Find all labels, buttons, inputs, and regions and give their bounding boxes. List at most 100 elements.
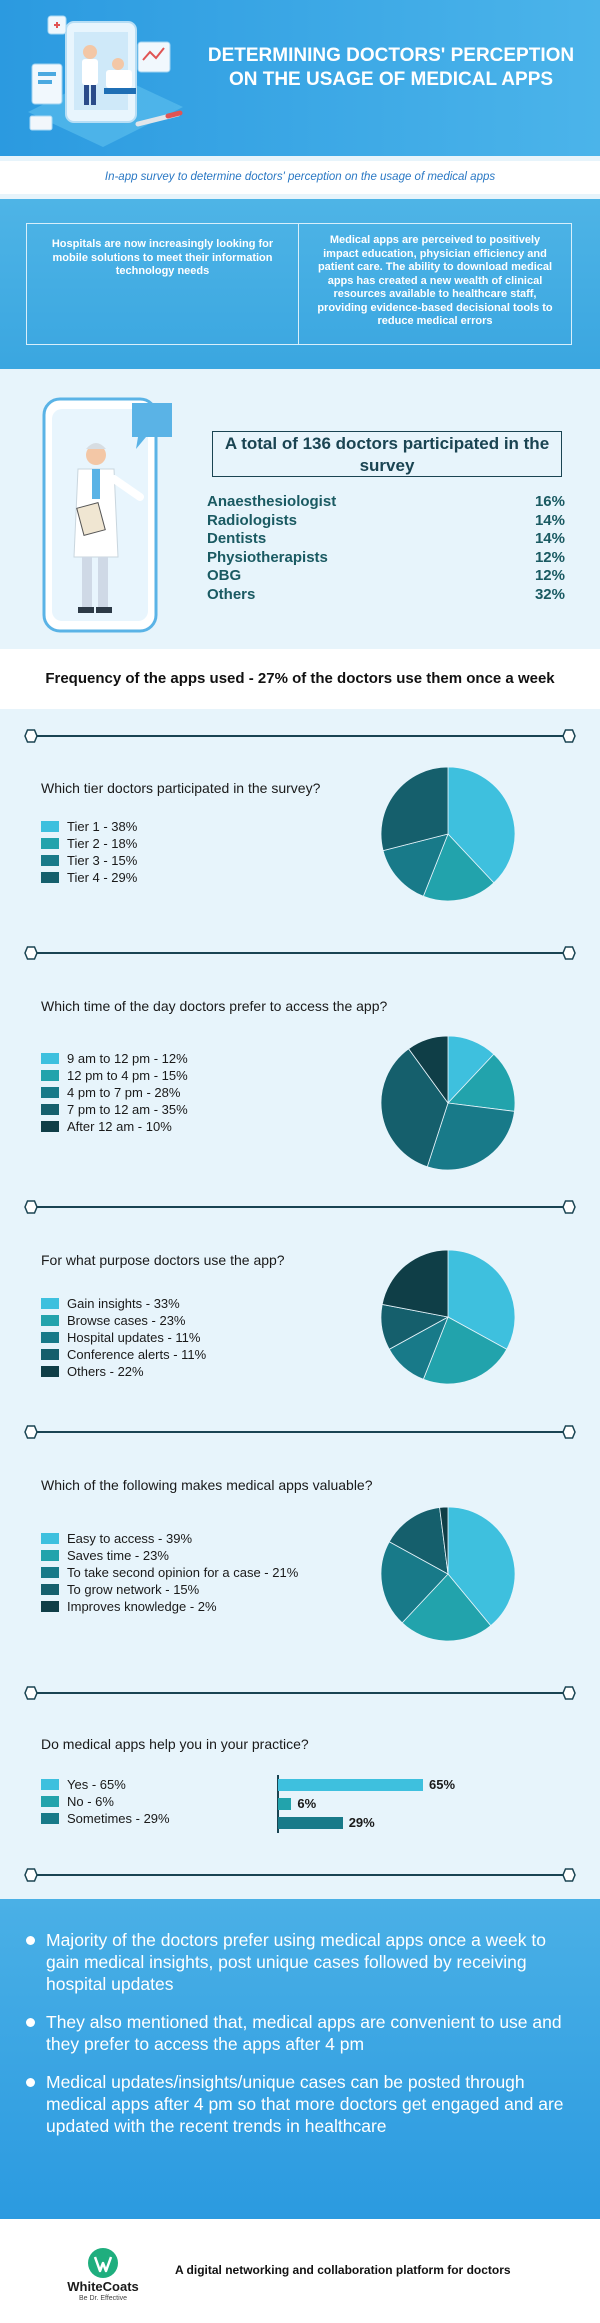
- legend-entry: Tier 4 - 29%: [41, 869, 137, 886]
- legend-entry: Saves time - 23%: [41, 1547, 298, 1564]
- divider-hexagon-icon: [24, 729, 38, 743]
- legend-label: 4 pm to 7 pm - 28%: [67, 1085, 181, 1100]
- legend-label: Conference alerts - 11%: [67, 1347, 207, 1362]
- frequency-text: Frequency of the apps used - 27% of the …: [45, 670, 555, 687]
- chart-question-title: Do medical apps help you in your practic…: [41, 1736, 309, 1752]
- divider-hexagon-icon: [24, 946, 38, 960]
- frequency-banner: Frequency of the apps used - 27% of the …: [0, 649, 600, 709]
- chart-legend: Easy to access - 39% Saves time - 23% To t…: [41, 1530, 298, 1615]
- divider-line: [36, 735, 564, 737]
- legend-swatch: [41, 1813, 59, 1824]
- specialty-value: 16%: [534, 493, 565, 510]
- legend-swatch: [41, 1332, 59, 1343]
- section-divider: [24, 1200, 576, 1214]
- bar-row: 6%: [278, 1797, 316, 1810]
- legend-label: Hospital updates - 11%: [67, 1330, 201, 1345]
- header: DETERMINING DOCTORS' PERCEPTION ON THE U…: [0, 0, 600, 156]
- legend-swatch: [41, 1567, 59, 1578]
- legend-label: Saves time - 23%: [67, 1548, 169, 1563]
- specialty-value: 32%: [534, 585, 565, 603]
- specialty-name: OBG: [207, 567, 242, 584]
- conclusion-item: Majority of the doctors prefer using med…: [26, 1929, 566, 1995]
- divider-hexagon-icon: [562, 1425, 576, 1439]
- legend-entry: Hospital updates - 11%: [41, 1329, 206, 1346]
- pie-slice: [447, 766, 516, 884]
- legend-swatch: [41, 1584, 59, 1595]
- total-participants-box: A total of 136 doctors participated in t…: [212, 431, 562, 477]
- chart-question-title: Which time of the day doctors prefer to …: [41, 998, 388, 1014]
- specialty-row: Anaesthesiologist 16%: [207, 493, 565, 512]
- legend-entry: After 12 am - 10%: [41, 1118, 188, 1135]
- page-subtitle: In-app survey to determine doctors' perc…: [104, 171, 496, 183]
- bullet-icon: [26, 2018, 35, 2027]
- specialty-value: 12%: [534, 567, 565, 584]
- legend-swatch: [41, 1053, 59, 1064]
- legend-swatch: [41, 821, 59, 832]
- medical-app-illustration: [28, 15, 183, 147]
- section-divider: [24, 729, 576, 743]
- divider-line: [36, 1206, 564, 1208]
- subtitle-bar: In-app survey to determine doctors' perc…: [0, 161, 600, 194]
- legend-label: Tier 2 - 18%: [67, 836, 138, 851]
- legend-label: Tier 1 - 38%: [67, 819, 138, 834]
- conclusions-section: Majority of the doctors prefer using med…: [0, 1899, 600, 2219]
- chart-legend: Gain insights - 33% Browse cases - 23% Hos…: [41, 1295, 206, 1380]
- divider-hexagon-icon: [562, 1200, 576, 1214]
- pie-slice: [422, 1316, 508, 1385]
- brand-tagline: Be Dr. Effective: [78, 2295, 128, 2302]
- legend-label: 12 pm to 4 pm - 15%: [67, 1068, 188, 1083]
- whitecoats-logo-icon: [88, 2248, 118, 2278]
- pie-chart: [380, 1506, 516, 1642]
- participants-section: A total of 136 doctors participated in t…: [0, 369, 600, 649]
- intro-right-text: Medical apps are perceived to positively…: [317, 234, 553, 327]
- pie-chart: [380, 1249, 516, 1385]
- specialty-name: Radiologists: [207, 511, 298, 529]
- legend-label: After 12 am - 10%: [67, 1119, 172, 1134]
- brand-name: WhiteCoats: [67, 2279, 139, 2294]
- intro-left-text: Hospitals are now increasingly looking f…: [27, 224, 299, 344]
- legend-label: 9 am to 12 pm - 12%: [67, 1051, 188, 1066]
- section-divider: [24, 946, 576, 960]
- legend-swatch: [41, 1533, 59, 1544]
- chart-question-title: For what purpose doctors use the app?: [41, 1252, 285, 1268]
- pie-slice: [380, 766, 449, 852]
- pie-slice: [422, 833, 495, 902]
- bar: [278, 1779, 423, 1791]
- legend-entry: 9 am to 12 pm - 12%: [41, 1050, 188, 1067]
- legend-swatch: [41, 1104, 59, 1115]
- legend-label: Easy to access - 39%: [67, 1531, 192, 1546]
- pie-slice: [408, 1035, 449, 1105]
- specialty-row: Radiologists 14%: [207, 512, 565, 531]
- divider-hexagon-icon: [562, 1686, 576, 1700]
- legend-entry: Others - 22%: [41, 1363, 206, 1380]
- conclusion-text: Majority of the doctors prefer using med…: [46, 1930, 546, 1994]
- specialty-row: Physiotherapists 12%: [207, 549, 565, 568]
- divider-line: [36, 1692, 564, 1694]
- footer-text: A digital networking and collaboration p…: [175, 2263, 511, 2277]
- section-divider: [24, 1425, 576, 1439]
- legend-swatch: [41, 1796, 59, 1807]
- legend-swatch: [41, 1349, 59, 1360]
- legend-swatch: [41, 1298, 59, 1309]
- bar: [278, 1817, 343, 1829]
- chart-legend: Tier 1 - 38% Tier 2 - 18% Tier 3 - 15% Tier…: [41, 818, 137, 886]
- legend-swatch: [41, 838, 59, 849]
- specialty-name: Dentists: [207, 530, 267, 547]
- divider-hexagon-icon: [562, 946, 576, 960]
- conclusions-list: Majority of the doctors prefer using med…: [26, 1929, 566, 2153]
- specialty-value: 14%: [534, 511, 565, 529]
- pie-slice: [401, 1573, 492, 1642]
- conclusion-text: They also mentioned that, medical apps a…: [46, 2012, 562, 2054]
- legend-label: Tier 4 - 29%: [67, 870, 138, 885]
- footer: WhiteCoats Be Dr. Effective A digital ne…: [0, 2219, 600, 2323]
- legend-entry: Tier 3 - 15%: [41, 852, 137, 869]
- legend-label: Others - 22%: [67, 1364, 144, 1379]
- divider-line: [36, 952, 564, 954]
- specialty-name: Others: [207, 585, 256, 603]
- section-divider: [24, 1686, 576, 1700]
- legend-entry: Sometimes - 29%: [41, 1810, 170, 1827]
- pie-slice: [439, 1506, 449, 1575]
- chart-question-title: Which of the following makes medical app…: [41, 1477, 373, 1493]
- legend-label: No - 6%: [67, 1794, 114, 1809]
- legend-entry: Improves knowledge - 2%: [41, 1598, 298, 1615]
